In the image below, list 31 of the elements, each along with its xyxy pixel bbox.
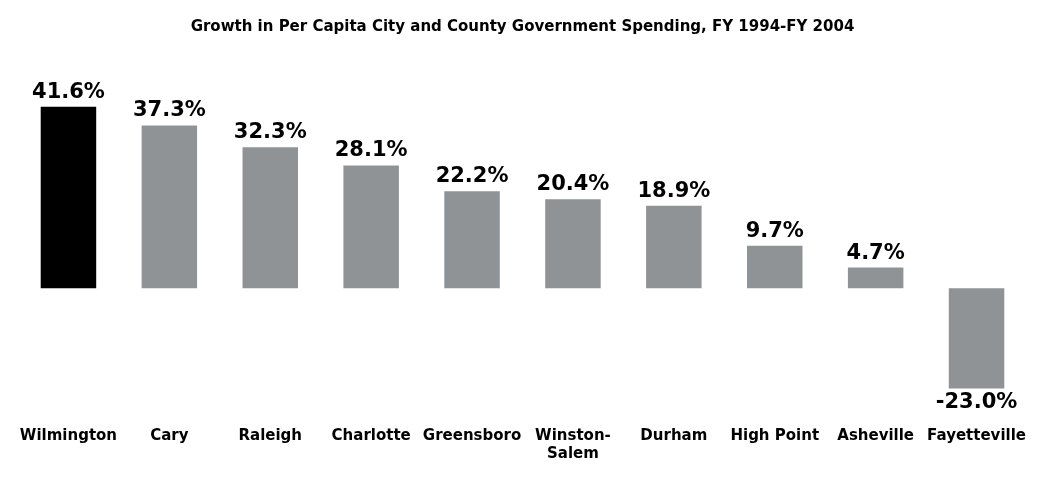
x-tick-label: Winston-Salem (535, 425, 611, 462)
data-label: 18.9% (637, 177, 711, 202)
bar (747, 245, 803, 289)
bar (242, 147, 298, 289)
bar (343, 165, 399, 289)
data-label: 4.7% (846, 239, 905, 264)
x-tick-label: Fayetteville (927, 425, 1026, 444)
x-tick-label: Durham (640, 425, 708, 444)
bar (847, 267, 904, 289)
x-tick-label: High Point (730, 425, 820, 444)
data-label: 32.3% (233, 119, 307, 144)
bar (444, 191, 500, 289)
bar (141, 125, 198, 289)
data-label: -23.0% (935, 389, 1018, 414)
x-tick-label: Raleigh (238, 425, 303, 444)
data-label: 9.7% (745, 217, 804, 242)
data-label: 28.1% (334, 137, 408, 162)
x-tick-label: Asheville (837, 425, 915, 444)
x-tick-label: Charlotte (331, 425, 411, 444)
data-label: 20.4% (536, 171, 610, 196)
chart-title: Growth in Per Capita City and County Government Spending, FY 1994-FY 2004 (190, 16, 855, 35)
x-tick-label: Greensboro (422, 425, 522, 444)
x-tick-label: Wilmington (19, 425, 118, 444)
x-tick-label: Cary (150, 425, 189, 444)
bar (646, 205, 702, 289)
data-label: 22.2% (435, 163, 509, 188)
bar (948, 288, 1005, 389)
bar (40, 106, 97, 289)
data-label: 37.3% (132, 97, 206, 122)
data-label: 41.6% (32, 78, 105, 103)
bar (545, 199, 601, 289)
